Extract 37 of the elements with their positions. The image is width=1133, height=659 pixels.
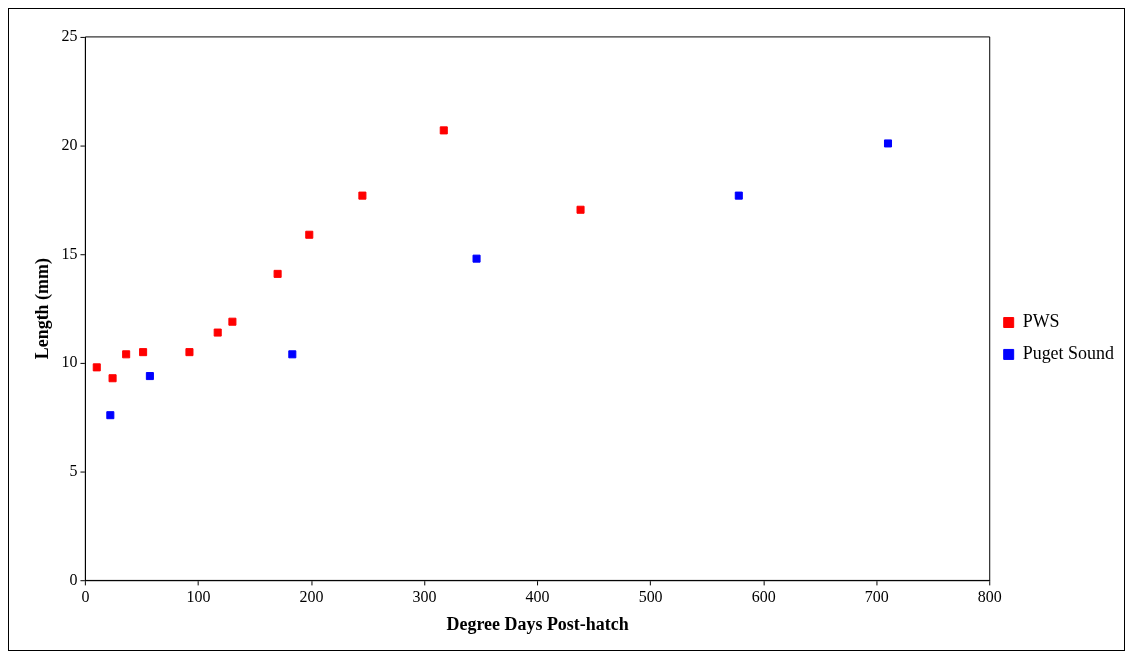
point [139,348,148,357]
point [472,254,481,263]
x-axis-title: Degree Days Post-hatch [446,613,629,634]
point [108,374,117,383]
x-tick-label: 0 [81,588,90,606]
point [576,205,585,214]
y-tick-label: 10 [61,353,78,371]
point [228,317,237,326]
point [106,411,115,420]
point [358,191,367,200]
y-axis-title: Length (mm) [32,258,54,360]
point [92,363,101,372]
point [883,139,893,148]
point [439,126,448,135]
point [734,191,743,200]
x-tick-label: 500 [638,588,663,606]
y-tick-label: 5 [69,461,78,479]
x-tick-label: 300 [412,588,437,606]
point [288,350,297,359]
x-tick-label: 200 [299,588,324,606]
y-tick-label: 0 [69,570,78,588]
x-tick-label: 800 [977,588,1002,606]
point [185,348,194,357]
x-tick-label: 600 [751,588,776,606]
point [122,350,131,359]
y-tick-label: 25 [61,27,78,45]
point [305,230,314,239]
legend-label: Puget Sound [1022,343,1114,364]
y-tick-label: 20 [61,135,78,153]
legend-label: PWS [1022,311,1060,332]
point [213,328,222,337]
y-tick-label: 15 [61,244,78,262]
x-tick-label: 100 [186,588,211,606]
x-tick-label: 700 [864,588,889,606]
x-tick-label: 400 [525,588,550,606]
point [145,372,154,381]
point [273,269,282,278]
